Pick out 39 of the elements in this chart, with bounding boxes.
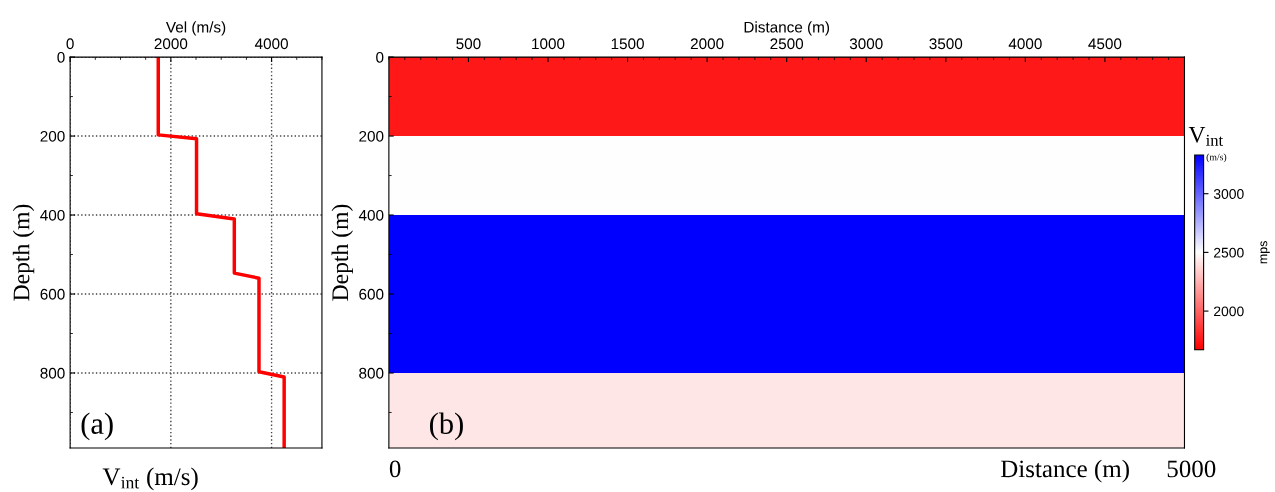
text: Distance (m) xyxy=(1000,459,1129,483)
y-tick-label: 400 xyxy=(358,209,384,221)
x-tick-label: 500 xyxy=(456,38,481,50)
x-axis-title: Vel (m/s) xyxy=(165,21,226,36)
x-tick-label: 3000 xyxy=(849,38,883,50)
x-tick-label: 1000 xyxy=(532,38,565,50)
x-tick-label: 4500 xyxy=(1088,38,1122,50)
x-tick-label: 2500 xyxy=(770,38,804,50)
y-tick-label: 0 xyxy=(376,51,384,63)
color-bar-label: 2000 xyxy=(1214,306,1244,317)
y-tick-label: 800 xyxy=(359,367,384,379)
x-tick-label: 2000 xyxy=(690,38,724,50)
y-axis-title: Depth (m) xyxy=(12,204,35,301)
y-tick-label: 200 xyxy=(40,130,65,142)
y-tick-label: 600 xyxy=(40,288,65,300)
x-tick-label: 0 xyxy=(66,38,74,50)
line-series xyxy=(156,57,286,449)
x-tick-label: 1500 xyxy=(611,38,644,50)
y-tick-label: 600 xyxy=(359,288,384,300)
y-tick-label: 800 xyxy=(40,367,65,379)
y-tick-label: 0 xyxy=(57,51,65,63)
y-tick-label: 200 xyxy=(359,130,384,142)
x-tick-label: 4000 xyxy=(1008,38,1042,50)
x-tick-label: 3500 xyxy=(929,38,963,50)
text: 0 xyxy=(389,460,401,478)
text: (m/s) xyxy=(1206,153,1227,163)
y-tick-label: 400 xyxy=(40,209,65,221)
x-axis-title: Distance (m) xyxy=(744,21,830,36)
color-bar-label: 3000 xyxy=(1213,189,1244,199)
annotation: (b) xyxy=(430,412,463,441)
color-bar-label: 2500 xyxy=(1214,247,1244,258)
y-axis-title: Depth (m) xyxy=(331,204,353,301)
x-tick-label: 4000 xyxy=(254,38,288,50)
x-tick-label: 2000 xyxy=(154,38,188,50)
text: V$_{int}$ (m/s) xyxy=(102,467,198,491)
text: 5000 xyxy=(1167,460,1216,478)
color-bar-title: mps xyxy=(1260,241,1270,264)
text: V$_{int}$ xyxy=(1188,126,1224,146)
annotation: (a) xyxy=(81,412,113,441)
